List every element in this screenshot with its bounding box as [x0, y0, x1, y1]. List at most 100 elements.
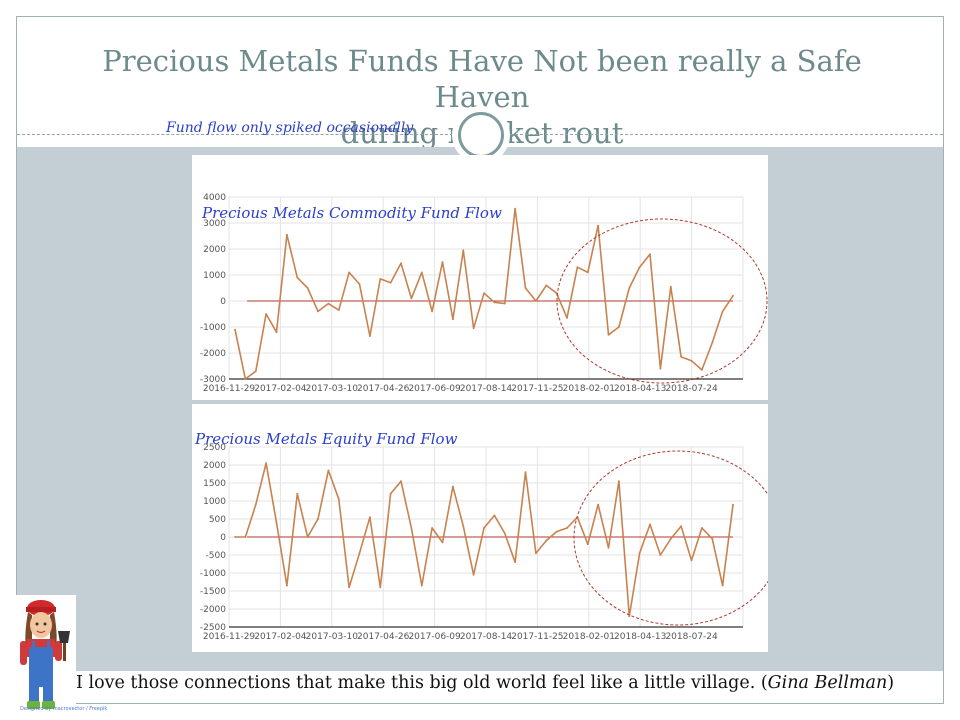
- data-point: [358, 552, 361, 555]
- data-point: [690, 359, 693, 362]
- data-point: [400, 262, 402, 265]
- data-point: [534, 552, 537, 555]
- y-tick-label: -3000: [200, 375, 226, 385]
- equity-chart: 2500 2000 1500 1000 500 0 -500 -1000 -1500 -2000 -…: [194, 430, 768, 642]
- data-point: [566, 317, 568, 319]
- data-point: [420, 271, 423, 274]
- data-point: [379, 586, 382, 589]
- series-line: [235, 462, 734, 617]
- data-point: [285, 584, 288, 587]
- data-point: [711, 537, 714, 540]
- y-tick-label: -500: [206, 551, 227, 561]
- y-tick-label: -2000: [200, 349, 226, 359]
- commodity-chart: 4000 3000 2000 1000 0 -1000 -2000 -30002016-11-…: [200, 193, 768, 394]
- equity-chart-panel: 2500 2000 1500 1000 500 0 -500 -1000 -1500 -2000 -…: [192, 404, 768, 652]
- x-tick-label: 2017-04-26: [357, 632, 410, 642]
- data-point: [431, 310, 434, 313]
- data-point: [275, 331, 278, 334]
- annotation-circle: [573, 450, 768, 626]
- data-point: [649, 523, 651, 526]
- x-tick-label: 2018-02-01: [563, 384, 615, 394]
- data-point: [649, 253, 651, 256]
- data-point: [597, 503, 600, 506]
- data-point: [721, 310, 724, 313]
- y-tick-label: 0: [220, 533, 226, 543]
- slide-frame: [16, 16, 944, 704]
- quote-caption: I love those connections that make this …: [76, 669, 940, 697]
- commodity-chart-panel: 4000 3000 2000 1000 0 -1000 -2000 -3000 2016-11-…: [192, 155, 768, 400]
- data-point: [410, 297, 413, 300]
- y-tick-label: -1000: [200, 323, 226, 333]
- data-point: [680, 356, 683, 358]
- data-point: [617, 326, 620, 328]
- data-point: [628, 615, 631, 618]
- divider-left: [17, 134, 453, 135]
- data-point: [493, 514, 496, 517]
- data-point: [586, 543, 589, 546]
- data-point: [607, 333, 610, 336]
- data-point: [254, 503, 257, 506]
- data-point: [721, 584, 724, 587]
- data-point: [628, 287, 631, 289]
- data-point: [420, 584, 423, 587]
- data-point: [348, 586, 351, 589]
- data-point: [555, 530, 558, 533]
- x-tick-label: 2018-04-13: [614, 632, 666, 642]
- y-tick-label: 2000: [203, 461, 226, 471]
- data-point: [483, 292, 485, 295]
- data-point: [483, 527, 485, 529]
- y-tick-label: 1000: [203, 271, 226, 281]
- y-tick-label: -1000: [200, 569, 226, 579]
- x-tick-label: 2017-04-26: [357, 384, 410, 394]
- data-point: [327, 469, 330, 472]
- slide-title: Precious Metals Funds Have Not been real…: [57, 43, 907, 151]
- y-tick-label: 1000: [203, 497, 226, 507]
- x-tick-label: 2017-03-10: [306, 384, 359, 394]
- data-point: [607, 546, 610, 549]
- data-point: [700, 369, 703, 371]
- farmer-girl-icon: [14, 595, 76, 713]
- divider-right: [510, 134, 943, 135]
- x-tick-label: 2017-08-14: [460, 384, 513, 394]
- data-point: [254, 370, 257, 373]
- data-point: [234, 328, 236, 331]
- data-point: [368, 335, 371, 337]
- quote-text: I love those connections that make this …: [76, 673, 768, 693]
- y-tick-label: 4000: [203, 193, 226, 203]
- data-point: [700, 527, 703, 529]
- x-tick-label: 2017-11-25: [511, 632, 563, 642]
- data-point: [317, 518, 319, 520]
- subtitle-annotation: Fund flow only spiked occasionally: [166, 120, 414, 136]
- data-point: [638, 552, 641, 555]
- data-point: [244, 378, 247, 380]
- data-point: [617, 480, 620, 483]
- x-tick-label: 2017-03-10: [306, 632, 359, 642]
- x-tick-label: 2016-11-29: [203, 632, 256, 642]
- data-point: [534, 300, 537, 302]
- data-point: [379, 278, 382, 280]
- image-credit: Designed by macrovector / Freepik: [20, 706, 108, 712]
- x-tick-label: 2017-08-14: [460, 632, 513, 642]
- data-point: [503, 302, 506, 305]
- data-point: [711, 341, 714, 344]
- x-tick-label: 2017-06-09: [408, 384, 461, 394]
- y-tick-label: 3000: [203, 219, 226, 229]
- chart-title: Precious Metals Equity Fund Flow: [194, 430, 458, 448]
- y-tick-label: 500: [209, 515, 226, 525]
- data-point: [680, 525, 683, 528]
- data-point: [348, 271, 351, 274]
- data-point: [296, 492, 299, 495]
- data-point: [597, 224, 600, 227]
- y-tick-label: -1500: [200, 587, 226, 597]
- data-point: [234, 536, 236, 538]
- data-point: [669, 537, 672, 540]
- data-point: [265, 462, 268, 465]
- data-point: [389, 492, 392, 495]
- data-point: [545, 539, 548, 542]
- data-point: [358, 283, 361, 285]
- data-point: [441, 541, 444, 544]
- data-point: [431, 527, 434, 529]
- data-point: [389, 281, 392, 284]
- data-point: [690, 559, 693, 562]
- data-point: [451, 318, 454, 321]
